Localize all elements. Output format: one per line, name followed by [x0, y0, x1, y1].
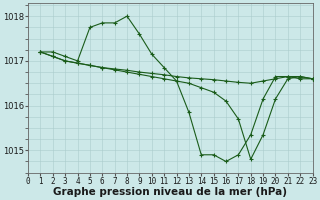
X-axis label: Graphe pression niveau de la mer (hPa): Graphe pression niveau de la mer (hPa): [53, 187, 287, 197]
